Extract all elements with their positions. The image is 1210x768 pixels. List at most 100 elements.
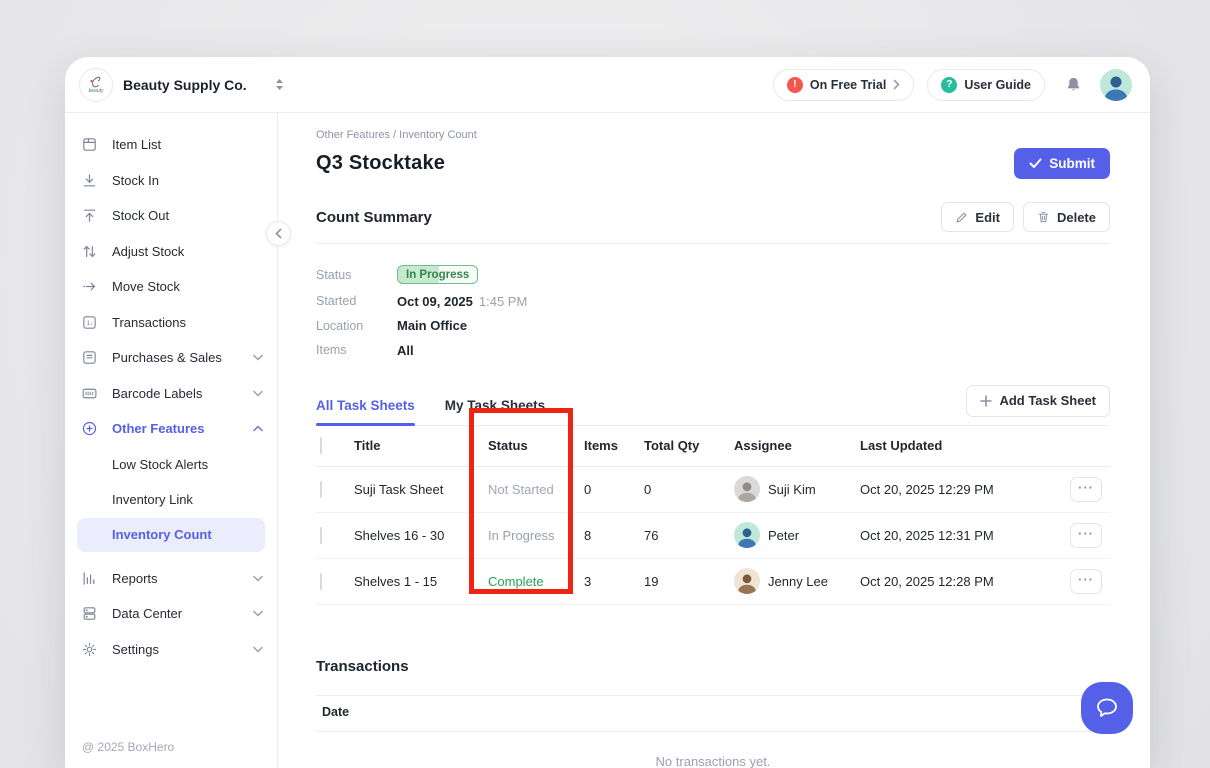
box-icon bbox=[80, 136, 98, 154]
sidebar-item-move-stock[interactable]: Move Stock bbox=[65, 269, 277, 305]
sidebar-item-transactions[interactable]: 1↓ Transactions bbox=[65, 305, 277, 341]
row-more-button[interactable]: ··· bbox=[1070, 476, 1102, 502]
col-assignee: Assignee bbox=[734, 438, 792, 453]
row-more-button[interactable]: ··· bbox=[1070, 522, 1102, 548]
user-guide-button[interactable]: ? User Guide bbox=[927, 68, 1045, 101]
select-all-checkbox[interactable] bbox=[320, 437, 322, 454]
sheet-items: 8 bbox=[584, 527, 592, 543]
bar-chart-icon bbox=[80, 569, 98, 587]
svg-text:1↓: 1↓ bbox=[86, 320, 93, 327]
chevron-down-icon bbox=[253, 610, 263, 617]
col-total-qty: Total Qty bbox=[644, 438, 700, 453]
arrows-up-down-icon bbox=[80, 242, 98, 260]
delete-button[interactable]: Delete bbox=[1022, 202, 1110, 232]
assignee-name: Jenny Lee bbox=[768, 573, 828, 589]
assignee-name: Peter bbox=[768, 527, 800, 543]
table-row[interactable]: Shelves 1 - 15 Complete 3 19 Jenny Lee O… bbox=[316, 559, 1110, 605]
sheet-last-updated: Oct 20, 2025 12:28 PM bbox=[860, 573, 994, 589]
row-checkbox[interactable] bbox=[320, 480, 322, 498]
chevron-up-icon bbox=[253, 425, 263, 432]
chevron-down-icon bbox=[253, 354, 263, 361]
sheet-status: In Progress bbox=[488, 527, 555, 543]
sidebar-item-stock-in[interactable]: Stock In bbox=[65, 163, 277, 199]
table-row[interactable]: Shelves 16 - 30 In Progress 8 76 Peter O… bbox=[316, 513, 1110, 559]
main-content: Other Features / Inventory Count Q3 Stoc… bbox=[278, 113, 1150, 768]
company-logo: beauty bbox=[79, 67, 113, 102]
logo-script-text: beauty bbox=[88, 87, 104, 94]
row-more-button[interactable]: ··· bbox=[1070, 568, 1102, 594]
transactions-title: Transactions bbox=[316, 657, 409, 675]
sheet-total-qty: 76 bbox=[644, 527, 659, 543]
status-badge: In Progress bbox=[397, 265, 479, 284]
sheet-title: Suji Task Sheet bbox=[354, 481, 444, 497]
guide-label: User Guide bbox=[964, 77, 1031, 92]
free-trial-button[interactable]: ! On Free Trial bbox=[772, 68, 915, 101]
sidebar-item-barcode-labels[interactable]: Barcode Labels bbox=[65, 376, 277, 412]
chat-bubble-icon bbox=[1097, 698, 1117, 717]
ledger-icon: 1↓ bbox=[80, 313, 98, 331]
top-header: beauty Beauty Supply Co. ! On Free Trial… bbox=[65, 57, 1150, 113]
location-field: Location Main Office bbox=[316, 318, 468, 333]
document-icon bbox=[80, 349, 98, 367]
sidebar-item-stock-out[interactable]: Stock Out bbox=[65, 198, 277, 234]
sidebar-item-inventory-count[interactable]: Inventory Count bbox=[77, 517, 265, 552]
section-divider bbox=[316, 243, 1110, 244]
tab-my-task-sheets[interactable]: My Task Sheets bbox=[444, 397, 546, 413]
table-header-row: Title Status Items Total Qty Assignee La… bbox=[316, 426, 1110, 467]
trial-label: On Free Trial bbox=[809, 77, 887, 92]
breadcrumb: Other Features / Inventory Count bbox=[316, 129, 477, 141]
company-switch-caret-icon[interactable] bbox=[275, 78, 284, 91]
sheet-last-updated: Oct 20, 2025 12:29 PM bbox=[860, 481, 994, 497]
sidebar-item-adjust-stock[interactable]: Adjust Stock bbox=[65, 234, 277, 270]
barcode-icon bbox=[80, 384, 98, 402]
arrow-up-tray-icon bbox=[80, 207, 98, 225]
transactions-empty-text: No transactions yet. bbox=[655, 753, 771, 768]
gear-icon bbox=[80, 640, 98, 658]
sidebar-item-item-list[interactable]: Item List bbox=[65, 127, 277, 163]
sheet-total-qty: 0 bbox=[644, 481, 652, 497]
arrow-right-dotted-icon bbox=[80, 278, 98, 296]
assignee-name: Suji Kim bbox=[768, 481, 816, 497]
row-checkbox[interactable] bbox=[320, 572, 322, 590]
logo-sketch-icon bbox=[90, 76, 101, 87]
row-checkbox[interactable] bbox=[320, 526, 322, 544]
add-task-sheet-button[interactable]: Add Task Sheet bbox=[966, 384, 1110, 417]
sheet-items: 0 bbox=[584, 481, 592, 497]
col-status: Status bbox=[488, 438, 528, 453]
edit-button[interactable]: Edit bbox=[941, 202, 1014, 232]
count-summary-fields: Status In Progress Started Oct 09, 2025 … bbox=[316, 265, 1110, 358]
table-row[interactable]: Suji Task Sheet Not Started 0 0 Suji Kim… bbox=[316, 467, 1110, 513]
company-switcher[interactable]: beauty Beauty Supply Co. bbox=[79, 67, 284, 102]
pencil-icon bbox=[956, 211, 968, 223]
sheet-status: Complete bbox=[488, 573, 544, 589]
copyright-text: @ 2025 BoxHero bbox=[82, 740, 175, 754]
sidebar-item-settings[interactable]: Settings bbox=[65, 632, 277, 668]
tab-all-task-sheets[interactable]: All Task Sheets bbox=[316, 398, 415, 426]
sidebar-collapse-button[interactable] bbox=[266, 221, 291, 246]
chevron-down-icon bbox=[253, 646, 263, 653]
header-actions: ! On Free Trial ? User Guide bbox=[772, 68, 1132, 101]
check-icon bbox=[1029, 158, 1042, 168]
sidebar-item-other-features[interactable]: Other Features bbox=[65, 411, 277, 447]
trial-alert-icon: ! bbox=[786, 76, 803, 93]
user-avatar[interactable] bbox=[1100, 68, 1132, 101]
col-last-updated: Last Updated bbox=[860, 438, 943, 453]
notifications-bell-icon[interactable] bbox=[1064, 75, 1083, 95]
sidebar-item-reports[interactable]: Reports bbox=[65, 561, 277, 597]
sheet-title: Shelves 16 - 30 bbox=[354, 527, 445, 543]
sidebar-item-purchases-sales[interactable]: Purchases & Sales bbox=[65, 340, 277, 376]
sidebar: Item List Stock In Stock Out Adjust Stoc… bbox=[65, 113, 278, 768]
submit-button[interactable]: Submit bbox=[1014, 148, 1110, 179]
sheet-title: Shelves 1 - 15 bbox=[354, 573, 438, 589]
started-field: Started Oct 09, 2025 1:45 PM bbox=[316, 293, 528, 309]
trash-icon bbox=[1038, 212, 1049, 223]
assignee-avatar bbox=[734, 476, 760, 502]
count-summary-title: Count Summary bbox=[316, 208, 432, 226]
sidebar-item-low-stock-alerts[interactable]: Low Stock Alerts bbox=[112, 456, 209, 472]
col-title: Title bbox=[354, 438, 381, 453]
sidebar-item-inventory-link[interactable]: Inventory Link bbox=[112, 492, 193, 508]
app-window: beauty Beauty Supply Co. ! On Free Trial… bbox=[65, 57, 1150, 768]
chat-fab-button[interactable] bbox=[1081, 682, 1133, 734]
sidebar-item-data-center[interactable]: Data Center bbox=[65, 596, 277, 632]
page-title: Q3 Stocktake bbox=[316, 152, 446, 174]
